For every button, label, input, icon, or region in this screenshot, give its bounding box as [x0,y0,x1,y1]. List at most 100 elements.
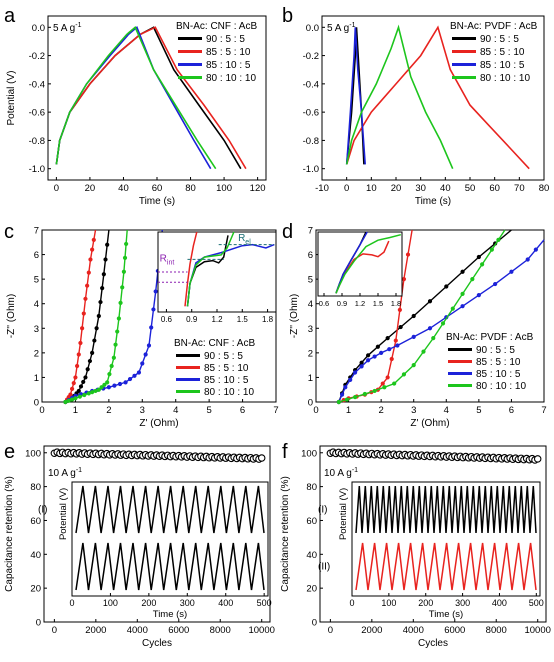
x-tick-label: 5 [206,405,211,416]
inset-x-tick-label: 100 [103,598,118,608]
data-point [401,277,407,282]
current-density-label: 5 A g-1 [53,22,82,34]
data-point [118,300,123,305]
inset-x-tick-label: 0.9 [337,299,347,308]
y-tick-label: -0.6 [303,108,319,119]
panel-label-b: b [282,5,293,27]
data-point [389,356,394,362]
data-point [348,377,353,382]
inset-x-tick-label: 300 [455,598,470,608]
x-tick-label: 7 [273,405,278,416]
data-point [81,311,86,316]
data-point [73,396,78,401]
data-point [96,313,101,319]
data-point [387,347,392,352]
y-tick-label: 60 [30,516,41,527]
x-tick-label: 1 [73,405,78,416]
x-axis-label: Z' (Ohm) [410,418,449,429]
y-tick-label: 0 [308,398,313,409]
data-point [117,381,123,387]
data-point [93,388,98,394]
data-point [509,269,514,274]
legend-title: BN-Ac: CNF : AcB [174,338,255,349]
data-point [411,313,416,319]
data-point [75,363,80,369]
data-point [411,363,416,368]
data-point [372,354,377,359]
y-tick-label: 6 [34,250,39,261]
series-line [345,24,454,170]
x-tick-label: 2000 [361,625,382,636]
x-axis-label: Z' (Ohm) [139,418,178,429]
data-point [98,299,103,305]
x-tick-label: 80 [185,183,196,194]
plot-frame [43,445,271,623]
data-point [78,340,83,346]
x-tick-label: 8000 [486,625,507,636]
inset-x-tick-label: 400 [492,598,507,608]
data-point [140,361,145,366]
y-tick-label: 3 [308,324,313,335]
data-point [476,293,481,298]
legend-title: BN-Ac: PVDF : AcB [446,332,534,343]
y-tick-label: 5 [34,275,39,286]
legend-label: 90 : 5 : 5 [480,34,519,45]
plot-frame [41,229,277,403]
x-tick-label: 0 [344,183,349,194]
x-tick-label: 6 [509,405,514,416]
x-tick-label: 6000 [168,625,189,636]
data-point [76,352,81,357]
data-point [78,384,84,389]
data-point [132,373,137,378]
data-point [106,385,111,390]
legend-label: 85 : 5 : 10 [204,363,249,374]
legend-label: 80 : 10 : 10 [204,387,254,398]
data-point [123,380,128,385]
data-point [366,358,371,363]
y-tick-label: 3 [34,324,39,335]
data-point [339,392,345,397]
y-tick-label: 0.0 [32,23,45,34]
data-point [344,397,350,402]
legend-title: BN-Ac: CNF : AcB [176,21,257,32]
y-tick-label: 4 [34,299,39,310]
data-point [366,353,371,358]
inset-x-tick-label: 1.5 [373,299,383,308]
data-point [143,352,148,357]
retention-marker [533,455,542,463]
legend-label: 90 : 5 : 5 [204,351,243,362]
data-point [336,399,341,405]
data-point [124,241,129,247]
data-point [69,397,75,402]
x-tick-label: 50 [465,183,476,194]
trace-label: (I) [38,505,47,516]
data-point [385,336,390,341]
inset-series-line [186,231,235,307]
y-tick-label: 20 [306,584,317,595]
data-point [427,326,433,331]
inset-x-tick-label: 1.2 [211,315,223,324]
x-tick-label: 3 [411,405,416,416]
gcd-trace [75,542,265,591]
x-tick-label: 7 [541,405,546,416]
data-point [112,383,117,388]
data-point [460,291,465,296]
current-density-label: 10 A g-1 [48,467,82,479]
x-axis-label: Cycles [142,638,172,649]
panel-label-d: d [282,221,293,243]
series-line [65,229,163,403]
data-point [460,304,465,309]
data-point [100,286,105,291]
data-point [99,385,104,390]
x-tick-label: 2 [106,405,111,416]
data-point [92,338,97,343]
y-tick-label: 1 [308,373,313,384]
panel-f: 0 2000 4000 6000 8000 10000020406080100Cycles… [280,445,551,649]
inset-x-tick-label: 0 [69,598,74,608]
x-tick-label: 0 [328,625,333,636]
data-point [101,272,106,277]
y-tick-label: 7 [308,226,313,237]
r-int-sub: int [167,260,174,267]
data-point [90,247,95,252]
y-tick-label: 80 [306,482,317,493]
